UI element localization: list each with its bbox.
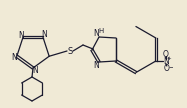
Text: +: + (166, 56, 171, 61)
Text: N: N (32, 66, 38, 75)
Text: O: O (164, 64, 170, 72)
Text: −: − (168, 64, 173, 70)
Text: N: N (93, 29, 99, 37)
Text: N: N (41, 30, 47, 39)
Text: N: N (93, 61, 99, 71)
Text: H: H (98, 28, 104, 34)
Text: N: N (163, 56, 169, 65)
Text: S: S (67, 47, 73, 56)
Text: N: N (18, 31, 24, 40)
Text: N: N (11, 53, 17, 62)
Text: O: O (163, 49, 169, 59)
